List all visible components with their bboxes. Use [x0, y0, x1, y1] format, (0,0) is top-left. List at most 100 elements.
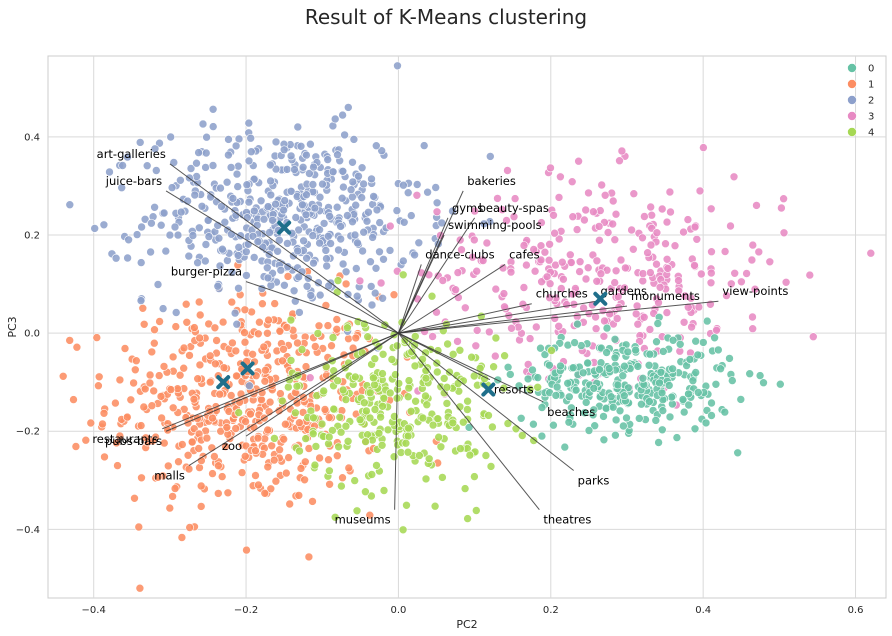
data-point-cluster-1: [214, 461, 223, 471]
data-point-cluster-2: [123, 152, 132, 162]
data-point-cluster-1: [389, 290, 399, 300]
data-point-cluster-2: [124, 235, 133, 245]
data-point-cluster-1: [240, 337, 250, 347]
data-point-cluster-1: [275, 326, 285, 336]
data-point-cluster-1: [187, 437, 197, 447]
data-point-cluster-2: [315, 225, 324, 234]
data-point-cluster-3: [519, 283, 529, 292]
data-point-cluster-2: [296, 142, 306, 151]
data-point-cluster-1: [208, 413, 217, 423]
data-point-cluster-3: [674, 286, 684, 296]
data-point-cluster-2: [378, 293, 387, 303]
data-point-cluster-1: [94, 381, 103, 391]
data-point-cluster-3: [866, 248, 876, 258]
data-point-cluster-2: [158, 304, 168, 313]
data-point-cluster-3: [639, 312, 649, 322]
data-point-cluster-1: [260, 488, 270, 498]
data-point-cluster-0: [568, 363, 578, 373]
data-point-cluster-2: [338, 259, 348, 269]
data-point-cluster-0: [615, 406, 625, 416]
data-point-cluster-2: [204, 232, 214, 241]
data-point-cluster-3: [613, 292, 623, 302]
data-point-cluster-2: [173, 230, 183, 240]
data-point-cluster-2: [197, 202, 207, 211]
data-point-cluster-2: [208, 161, 218, 170]
data-point-cluster-3: [666, 207, 675, 217]
data-point-cluster-4: [403, 431, 413, 441]
data-point-cluster-2: [299, 236, 308, 246]
data-point-cluster-3: [748, 324, 758, 334]
data-point-cluster-1: [140, 384, 150, 394]
data-point-cluster-4: [328, 333, 338, 342]
data-point-cluster-2: [273, 247, 282, 256]
data-point-cluster-4: [379, 393, 389, 403]
data-point-cluster-3: [575, 257, 585, 267]
data-point-cluster-0: [602, 323, 612, 333]
data-point-cluster-3: [617, 146, 627, 156]
data-point-cluster-0: [645, 349, 655, 359]
data-point-cluster-2: [233, 251, 243, 260]
data-point-cluster-3: [412, 191, 422, 200]
data-point-cluster-2: [233, 182, 242, 191]
data-point-cluster-1: [115, 375, 125, 385]
data-point-cluster-2: [234, 283, 243, 293]
legend-marker: [847, 63, 857, 73]
data-point-cluster-2: [271, 137, 281, 147]
data-point-cluster-1: [205, 377, 215, 387]
data-point-cluster-0: [564, 392, 574, 402]
data-point-cluster-2: [352, 291, 362, 301]
data-point-cluster-1: [218, 317, 228, 327]
data-point-cluster-1: [351, 333, 361, 343]
data-point-cluster-4: [448, 418, 458, 428]
data-point-cluster-2: [371, 141, 381, 150]
data-point-cluster-0: [545, 360, 554, 370]
data-point-cluster-1: [69, 395, 78, 404]
data-point-cluster-3: [428, 332, 437, 341]
data-point-cluster-2: [140, 215, 150, 224]
data-point-cluster-1: [185, 351, 194, 360]
data-point-cluster-2: [90, 224, 99, 233]
data-point-cluster-4: [376, 412, 385, 422]
data-point-cluster-4: [488, 422, 497, 432]
data-point-cluster-2: [322, 261, 332, 271]
data-point-cluster-2: [371, 263, 381, 273]
data-point-cluster-2: [375, 218, 385, 227]
data-point-cluster-2: [348, 158, 357, 167]
data-point-cluster-2: [375, 247, 384, 257]
data-point-cluster-0: [668, 335, 678, 345]
data-point-cluster-2: [302, 281, 312, 291]
data-point-cluster-3: [499, 289, 509, 298]
data-point-cluster-1: [175, 370, 185, 380]
data-point-cluster-3: [670, 241, 680, 250]
data-point-cluster-3: [554, 234, 564, 244]
data-point-cluster-4: [378, 401, 387, 411]
data-point-cluster-3: [451, 285, 460, 295]
data-point-cluster-2: [248, 232, 258, 241]
data-point-cluster-2: [228, 194, 238, 203]
data-point-cluster-0: [702, 316, 712, 326]
data-point-cluster-2: [309, 162, 318, 172]
data-point-cluster-0: [667, 392, 676, 402]
data-point-cluster-0: [613, 380, 623, 390]
data-point-cluster-2: [367, 300, 377, 310]
data-point-cluster-4: [456, 444, 465, 453]
data-point-cluster-4: [325, 466, 334, 476]
data-point-cluster-3: [574, 156, 583, 166]
data-point-cluster-2: [262, 263, 272, 273]
data-point-cluster-0: [693, 388, 703, 397]
data-point-cluster-0: [745, 369, 755, 379]
data-point-cluster-2: [271, 199, 280, 209]
data-point-cluster-2: [147, 218, 156, 228]
data-point-cluster-3: [595, 236, 604, 245]
data-point-cluster-2: [399, 180, 408, 190]
data-point-cluster-2: [155, 138, 164, 148]
loading-vector-beauty-spas: [398, 217, 476, 334]
data-point-cluster-2: [308, 231, 318, 240]
data-point-cluster-2: [208, 122, 218, 131]
data-point-cluster-2: [351, 200, 361, 210]
data-point-cluster-1: [266, 484, 276, 494]
data-point-cluster-4: [401, 438, 411, 448]
data-point-cluster-2: [230, 308, 240, 318]
data-point-cluster-2: [318, 179, 327, 189]
data-point-cluster-1: [165, 503, 175, 513]
